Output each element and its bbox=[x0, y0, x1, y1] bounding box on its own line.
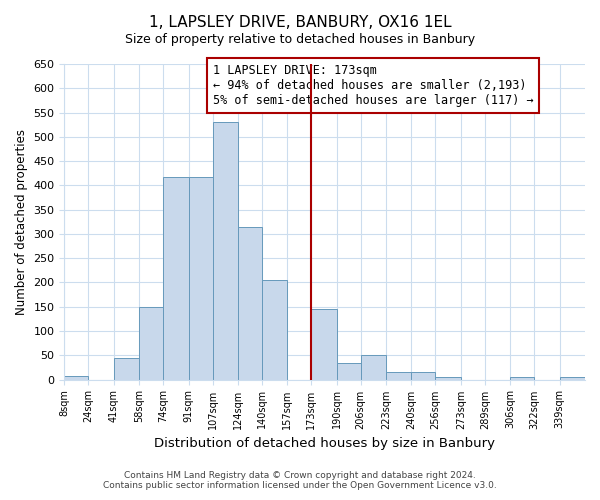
X-axis label: Distribution of detached houses by size in Banbury: Distribution of detached houses by size … bbox=[154, 437, 495, 450]
Bar bbox=[262, 280, 287, 380]
Bar bbox=[188, 176, 212, 380]
Bar bbox=[510, 377, 534, 380]
Bar bbox=[361, 356, 386, 380]
Text: 1, LAPSLEY DRIVE, BANBURY, OX16 1EL: 1, LAPSLEY DRIVE, BANBURY, OX16 1EL bbox=[149, 15, 451, 30]
Text: Contains HM Land Registry data © Crown copyright and database right 2024.: Contains HM Land Registry data © Crown c… bbox=[124, 470, 476, 480]
Bar bbox=[311, 309, 337, 380]
Bar bbox=[560, 377, 585, 380]
Bar bbox=[386, 372, 412, 380]
Bar bbox=[163, 176, 188, 380]
Y-axis label: Number of detached properties: Number of detached properties bbox=[15, 129, 28, 315]
Bar bbox=[436, 377, 461, 380]
Bar bbox=[114, 358, 139, 380]
Bar bbox=[64, 376, 88, 380]
Bar bbox=[412, 372, 436, 380]
Bar bbox=[337, 362, 361, 380]
Bar bbox=[238, 226, 262, 380]
Bar bbox=[139, 306, 163, 380]
Text: 1 LAPSLEY DRIVE: 173sqm
← 94% of detached houses are smaller (2,193)
5% of semi-: 1 LAPSLEY DRIVE: 173sqm ← 94% of detache… bbox=[213, 64, 533, 107]
Text: Size of property relative to detached houses in Banbury: Size of property relative to detached ho… bbox=[125, 32, 475, 46]
Text: Contains public sector information licensed under the Open Government Licence v3: Contains public sector information licen… bbox=[103, 480, 497, 490]
Bar bbox=[212, 122, 238, 380]
